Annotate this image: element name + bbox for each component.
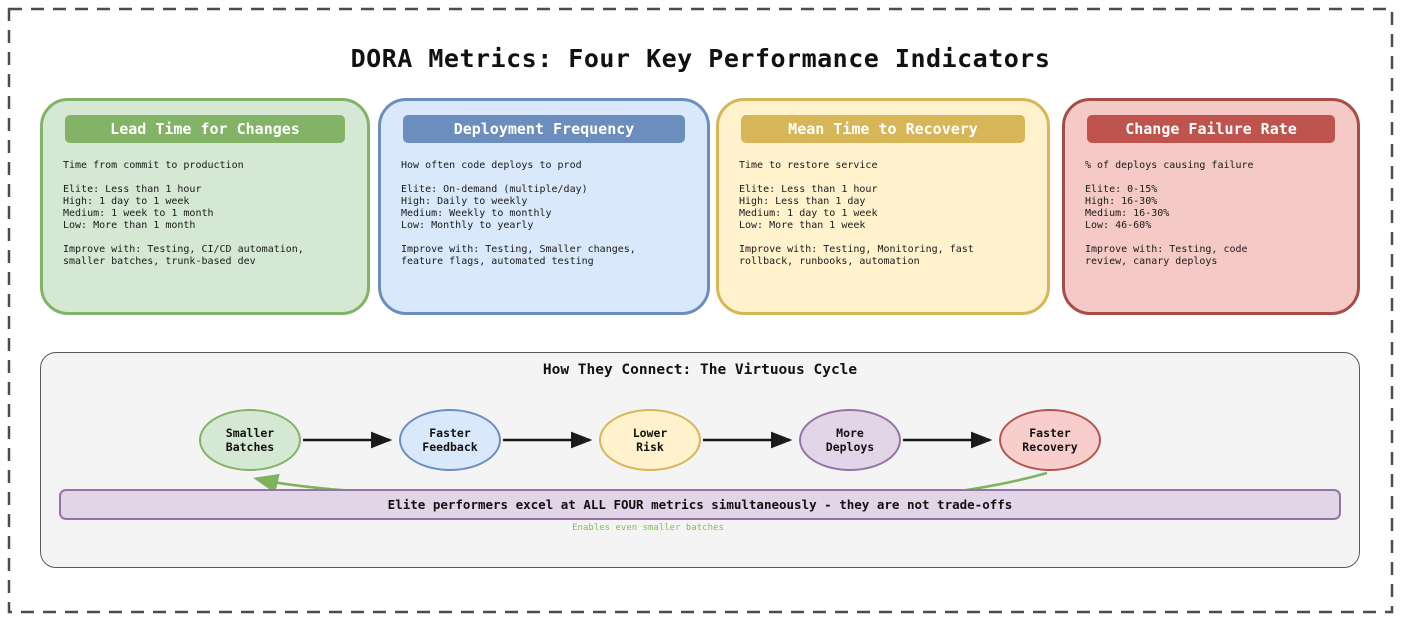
level-line: High: Less than 1 day <box>739 196 866 207</box>
level-line: Low: Monthly to yearly <box>401 220 534 231</box>
panel-title: How They Connect: The Virtuous Cycle <box>542 362 858 378</box>
metric-card-change-failure-rate: Change Failure Rate % of deploys causing… <box>1062 98 1360 315</box>
level-line: Low: More than 1 week <box>739 220 866 231</box>
card-body: Time from commit to production Elite: Le… <box>43 143 367 268</box>
level-line: Low: More than 1 month <box>63 220 196 231</box>
card-description: Time from commit to production <box>63 160 244 171</box>
card-body: How often code deploys to prod Elite: On… <box>381 143 707 268</box>
cycle-node-more-deploys: More Deploys <box>799 409 901 471</box>
improve-line: Improve with: Testing, code <box>1085 244 1248 255</box>
improve-line: review, canary deploys <box>1085 256 1218 267</box>
improve-hint: Improve with: Testing, Monitoring, fast … <box>739 244 1037 268</box>
performance-levels: Elite: Less than 1 hour High: 1 day to 1… <box>63 184 357 232</box>
improve-line: rollback, runbooks, automation <box>739 256 920 267</box>
card-description: Time to restore service <box>739 160 878 171</box>
card-title: Change Failure Rate <box>1087 115 1335 143</box>
improve-line: Improve with: Testing, Smaller changes, <box>401 244 636 255</box>
card-description: % of deploys causing failure <box>1085 160 1254 171</box>
card-body: % of deploys causing failure Elite: 0-15… <box>1065 143 1357 268</box>
page-title: DORA Metrics: Four Key Performance Indic… <box>350 44 1051 73</box>
level-line: High: 16-30% <box>1085 196 1158 207</box>
card-title: Mean Time to Recovery <box>741 115 1025 143</box>
metric-card-mean-time-to-recovery: Mean Time to Recovery Time to restore se… <box>716 98 1050 315</box>
card-title: Deployment Frequency <box>403 115 685 143</box>
cycle-node-faster-feedback: Faster Feedback <box>399 409 501 471</box>
improve-line: smaller batches, trunk-based dev <box>63 256 256 267</box>
feedback-arrow-label: Enables even smaller batches <box>572 523 724 533</box>
metric-card-deployment-frequency: Deployment Frequency How often code depl… <box>378 98 710 315</box>
level-line: Medium: 1 week to 1 month <box>63 208 214 219</box>
level-line: High: 1 day to 1 week <box>63 196 190 207</box>
improve-hint: Improve with: Testing, code review, cana… <box>1085 244 1347 268</box>
improve-line: feature flags, automated testing <box>401 256 594 267</box>
improve-hint: Improve with: Testing, CI/CD automation,… <box>63 244 357 268</box>
cycle-node-lower-risk: Lower Risk <box>599 409 701 471</box>
card-title: Lead Time for Changes <box>65 115 345 143</box>
elite-performers-banner: Elite performers excel at ALL FOUR metri… <box>59 489 1341 520</box>
cycle-node-faster-recovery: Faster Recovery <box>999 409 1101 471</box>
improve-line: Improve with: Testing, Monitoring, fast <box>739 244 974 255</box>
level-line: Medium: 16-30% <box>1085 208 1170 219</box>
level-line: Low: 46-60% <box>1085 220 1152 231</box>
performance-levels: Elite: On-demand (multiple/day) High: Da… <box>401 184 697 232</box>
level-line: High: Daily to weekly <box>401 196 528 207</box>
level-line: Elite: Less than 1 hour <box>739 184 878 195</box>
level-line: Elite: On-demand (multiple/day) <box>401 184 588 195</box>
level-line: Elite: Less than 1 hour <box>63 184 202 195</box>
performance-levels: Elite: 0-15% High: 16-30% Medium: 16-30%… <box>1085 184 1347 232</box>
level-line: Medium: Weekly to monthly <box>401 208 552 219</box>
cycle-node-smaller-batches: Smaller Batches <box>199 409 301 471</box>
card-description: How often code deploys to prod <box>401 160 582 171</box>
level-line: Medium: 1 day to 1 week <box>739 208 878 219</box>
performance-levels: Elite: Less than 1 hour High: Less than … <box>739 184 1037 232</box>
improve-line: Improve with: Testing, CI/CD automation, <box>63 244 304 255</box>
improve-hint: Improve with: Testing, Smaller changes, … <box>401 244 697 268</box>
metric-card-lead-time: Lead Time for Changes Time from commit t… <box>40 98 370 315</box>
card-body: Time to restore service Elite: Less than… <box>719 143 1047 268</box>
level-line: Elite: 0-15% <box>1085 184 1158 195</box>
